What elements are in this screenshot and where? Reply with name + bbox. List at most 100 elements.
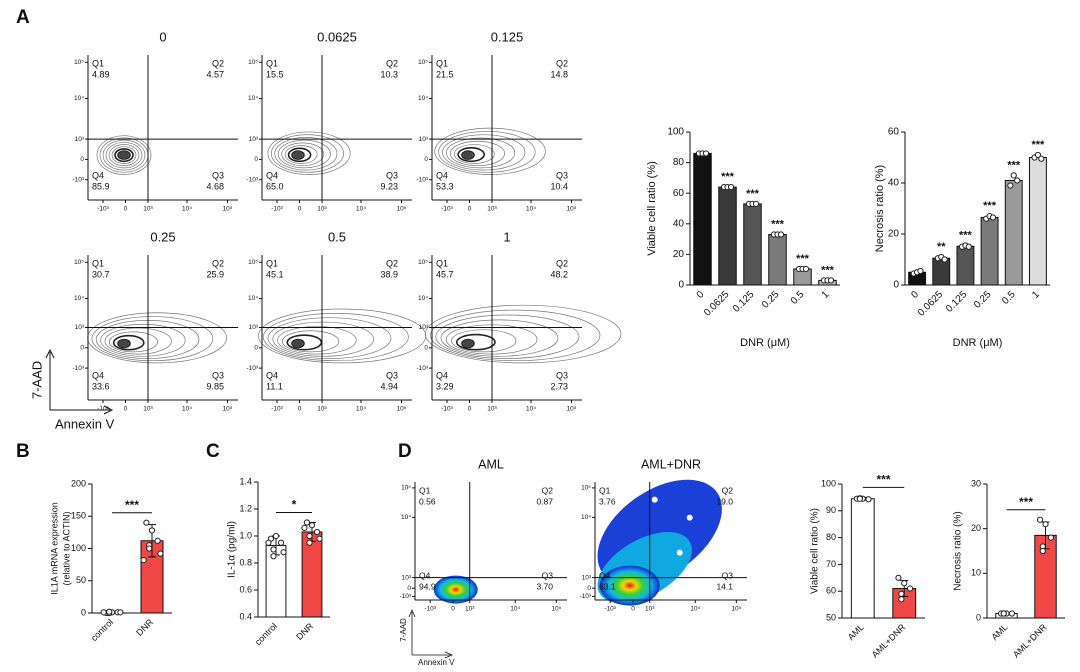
quadrant-name: Q4	[436, 170, 448, 180]
flow-y-tick: 10³	[75, 136, 85, 143]
y-tick-label: 1.0	[239, 530, 252, 540]
quadrant-value: 48.2	[550, 269, 568, 279]
bar	[768, 234, 787, 286]
data-point	[146, 545, 153, 552]
flow-y-tick: -10³	[399, 593, 411, 600]
flow-y-axis-label: 7-AAD	[29, 361, 44, 399]
contour-core	[119, 339, 129, 348]
flow-title: 0	[159, 29, 166, 44]
y-tick-label: 0	[893, 280, 899, 291]
significance: ***	[821, 264, 835, 276]
flow-y-tick: 10⁵	[418, 59, 428, 66]
significance: ***	[746, 188, 760, 200]
flow-x-tick: 0	[298, 206, 302, 213]
data-point	[1008, 610, 1016, 617]
contour-ring	[108, 331, 158, 353]
y-tick-label: 20	[673, 249, 685, 260]
data-point	[117, 609, 124, 616]
contour-ring	[287, 147, 312, 163]
quadrant-value: 19.0	[716, 496, 733, 506]
quadrant-name: Q3	[212, 370, 224, 380]
quadrant-name: Q2	[386, 258, 398, 268]
panel-label: A	[16, 7, 30, 28]
y-tick-label: 30	[971, 478, 981, 488]
quadrant-name: Q1	[266, 58, 278, 68]
quadrant-name: Q1	[92, 58, 104, 68]
quadrant-value: 63.1	[599, 581, 616, 591]
data-point	[777, 231, 785, 238]
significance: ***	[1031, 139, 1045, 151]
flow-y-tick: 0	[424, 345, 428, 352]
bar	[1004, 179, 1023, 286]
flow-x-tick: 10⁵	[567, 406, 577, 413]
data-point	[154, 537, 161, 544]
quadrant-name: Q1	[436, 258, 448, 268]
data-point	[270, 553, 277, 560]
panel-label: D	[398, 441, 412, 462]
contour-ring	[91, 316, 214, 362]
contour-ring	[108, 144, 140, 167]
quadrant-value: 10.4	[550, 181, 568, 191]
quadrant-name: Q4	[436, 370, 448, 380]
bar	[718, 186, 737, 286]
flow-x-tick: 10⁵	[397, 206, 407, 213]
flow-x-tick: 10⁴	[690, 606, 700, 613]
quadrant-value: 9.85	[206, 381, 224, 391]
flow-title: 0.25	[150, 229, 175, 244]
panel-label: C	[206, 441, 220, 462]
flow-y-tick: 10³	[419, 324, 429, 331]
data-point	[856, 495, 863, 502]
contour-ring	[442, 134, 526, 171]
y-tick-label: 100	[667, 127, 684, 138]
flow-y-tick: 10⁴	[74, 95, 84, 102]
flow-title: AML+DNR	[641, 457, 701, 471]
flow-x-tick: 0	[468, 206, 472, 213]
flow-x-tick: 10³	[317, 206, 327, 213]
flow-x-tick: 0	[468, 406, 472, 413]
quadrant-value: 45.1	[266, 269, 284, 279]
flow-y-tick: 10³	[419, 136, 429, 143]
contour-ring	[96, 135, 152, 175]
quadrant-value: 0.87	[536, 496, 553, 506]
flow-x-tick: 0	[124, 206, 128, 213]
flow-y-tick: 10³	[582, 574, 592, 581]
quadrant-value: 14.1	[716, 581, 733, 591]
flow-title: 0.125	[491, 29, 524, 44]
quadrant-value: 4.94	[380, 381, 398, 391]
flow-x-tick: 10⁴	[526, 406, 536, 413]
data-point	[827, 277, 835, 284]
flow-y-tick: 10⁴	[418, 295, 428, 302]
data-point	[1000, 610, 1007, 617]
flow-x-tick: 10³	[465, 606, 475, 613]
flow-x-axis-label: Annexin V	[418, 658, 455, 667]
flow-y-tick: 10⁵	[401, 485, 411, 492]
quadrant-name: Q1	[266, 258, 278, 268]
y-tick-label: 0.6	[239, 584, 252, 594]
contour-ring	[258, 308, 427, 364]
flow-title: 0.5	[328, 229, 346, 244]
y-tick-label: 200	[71, 478, 86, 488]
quadrant-value: 38.9	[380, 269, 398, 279]
data-point	[1007, 182, 1014, 189]
flow-y-tick: 10⁴	[74, 295, 84, 302]
data-point	[898, 590, 905, 597]
y-axis-label: Viable cell ratio (%)	[810, 508, 821, 594]
contour-ring	[267, 317, 392, 359]
bar	[1028, 157, 1047, 286]
flow-y-tick: 10⁵	[74, 259, 84, 266]
data-point	[265, 539, 272, 546]
contour-ring	[105, 141, 143, 169]
y-tick-label: 20	[971, 523, 981, 533]
y-tick-label: 0.8	[239, 557, 252, 567]
y-tick-label: 0	[976, 612, 981, 622]
flow-y-tick: 0	[80, 156, 84, 163]
quadrant-value: 15.5	[266, 69, 284, 79]
contour-ring	[438, 131, 536, 173]
flow-y-tick: -10³	[246, 176, 258, 183]
quadrant-value: 11.1	[266, 381, 283, 391]
contour-ring	[104, 327, 172, 355]
flow-y-tick: 10⁵	[248, 59, 258, 66]
flow-title: AML	[478, 457, 504, 471]
y-tick-label: 150	[71, 511, 86, 521]
